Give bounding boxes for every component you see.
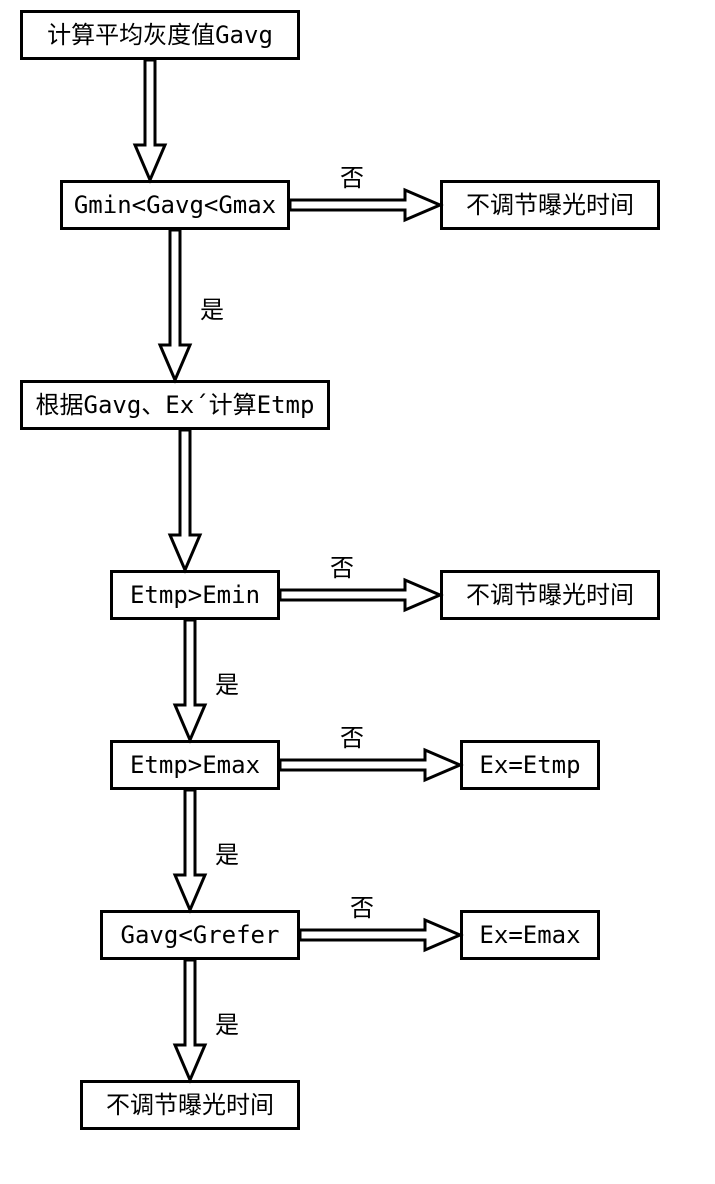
node-label: 不调节曝光时间	[466, 191, 634, 220]
edge-label-yes: 是	[215, 665, 239, 700]
arrow-right-icon	[280, 580, 440, 610]
arrow-down-icon	[175, 790, 205, 910]
node-calc-gavg: 计算平均灰度值Gavg	[20, 10, 300, 60]
node-no-adjust-3: 不调节曝光时间	[80, 1080, 300, 1130]
edge-label-yes: 是	[200, 290, 224, 325]
arrow-down-icon	[160, 230, 190, 380]
node-ex-emax: Ex=Emax	[460, 910, 600, 960]
arrow-down-icon	[175, 620, 205, 740]
node-label: 计算平均灰度值Gavg	[47, 21, 273, 50]
arrow-right-icon	[280, 750, 460, 780]
arrow-down-icon	[170, 430, 200, 570]
node-label: 不调节曝光时间	[466, 581, 634, 610]
node-label: Gmin<Gavg<Gmax	[74, 191, 276, 220]
node-calc-etmp: 根据Gavg、Ex´计算Etmp	[20, 380, 330, 430]
arrow-right-icon	[290, 190, 440, 220]
node-etmp-emin: Etmp>Emin	[110, 570, 280, 620]
node-label: Ex=Emax	[479, 921, 580, 950]
node-label: Etmp>Emin	[130, 581, 260, 610]
edge-label-no: 否	[340, 158, 364, 193]
node-no-adjust-2: 不调节曝光时间	[440, 570, 660, 620]
node-label: 根据Gavg、Ex´计算Etmp	[36, 391, 315, 420]
arrow-down-icon	[135, 60, 165, 180]
node-label: 不调节曝光时间	[106, 1091, 274, 1120]
edge-label-yes: 是	[215, 835, 239, 870]
node-gavg-grefer: Gavg<Grefer	[100, 910, 300, 960]
node-label: Ex=Etmp	[479, 751, 580, 780]
edge-label-yes: 是	[215, 1005, 239, 1040]
arrow-down-icon	[175, 960, 205, 1080]
node-label: Etmp>Emax	[130, 751, 260, 780]
node-etmp-emax: Etmp>Emax	[110, 740, 280, 790]
node-no-adjust-1: 不调节曝光时间	[440, 180, 660, 230]
node-gmin-gavg-gmax: Gmin<Gavg<Gmax	[60, 180, 290, 230]
arrow-right-icon	[300, 920, 460, 950]
node-label: Gavg<Grefer	[121, 921, 280, 950]
edge-label-no: 否	[330, 548, 354, 583]
node-ex-etmp: Ex=Etmp	[460, 740, 600, 790]
edge-label-no: 否	[340, 718, 364, 753]
edge-label-no: 否	[350, 888, 374, 923]
